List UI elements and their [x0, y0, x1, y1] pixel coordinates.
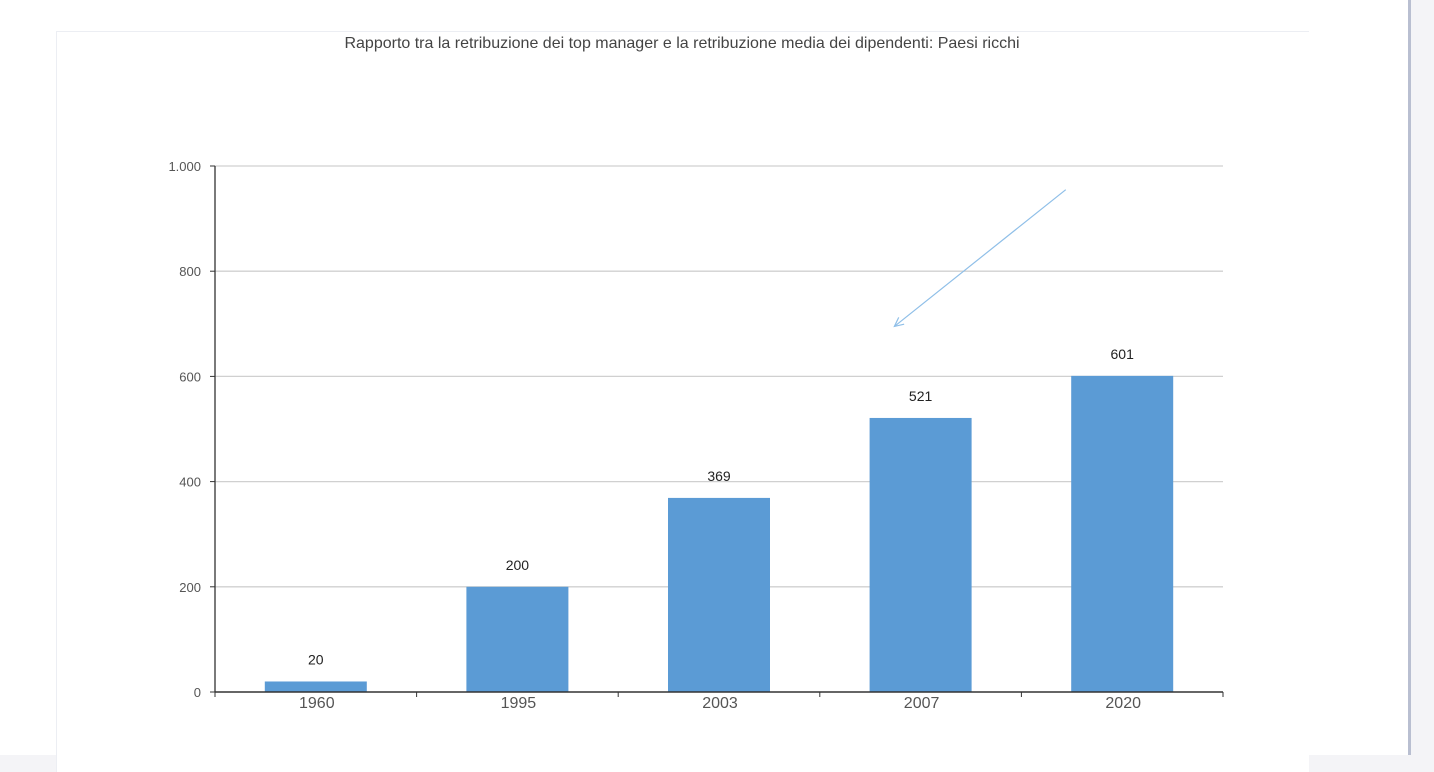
data-label: 521 — [909, 388, 933, 404]
gridlines — [215, 165, 1223, 588]
bar-2003 — [668, 497, 770, 692]
chart-title: Rapporto tra la retribuzione dei top man… — [344, 35, 1020, 52]
x-tick-label: 2003 — [702, 695, 738, 712]
x-tick-label: 2007 — [904, 695, 940, 712]
annotations — [893, 189, 1067, 328]
data-label: 200 — [506, 557, 530, 573]
bar-2007 — [869, 417, 972, 692]
y-tick-label: 800 — [179, 264, 201, 279]
data-label: 369 — [707, 468, 731, 484]
window-right-border — [1408, 0, 1411, 755]
x-tick-label: 1995 — [501, 695, 537, 712]
bar-2020 — [1071, 375, 1174, 692]
annotation-arrow-head — [893, 317, 905, 328]
labels: 0 200 400 600 800 1.000 20 1960 200 1995 369 2003 52… — [168, 159, 1141, 712]
y-tick-label: 400 — [179, 475, 201, 490]
data-label: 601 — [1111, 346, 1135, 362]
axes — [210, 165, 1224, 697]
bar-1995 — [466, 586, 569, 692]
y-tick-label: 1.000 — [168, 159, 201, 174]
x-tick-label: 1960 — [299, 695, 335, 712]
bar-1960 — [264, 681, 367, 692]
data-label: 20 — [308, 651, 324, 667]
bar-chart: 0 200 400 600 800 1.000 20 1960 200 1995 369 2003 52… — [168, 159, 1224, 712]
y-tick-label: 0 — [194, 685, 201, 700]
y-tick-label: 200 — [179, 580, 201, 595]
annotation-arrow-line — [894, 189, 1067, 327]
y-tick-label: 600 — [179, 369, 201, 384]
x-tick-label: 2020 — [1105, 695, 1141, 712]
bars — [264, 375, 1174, 692]
